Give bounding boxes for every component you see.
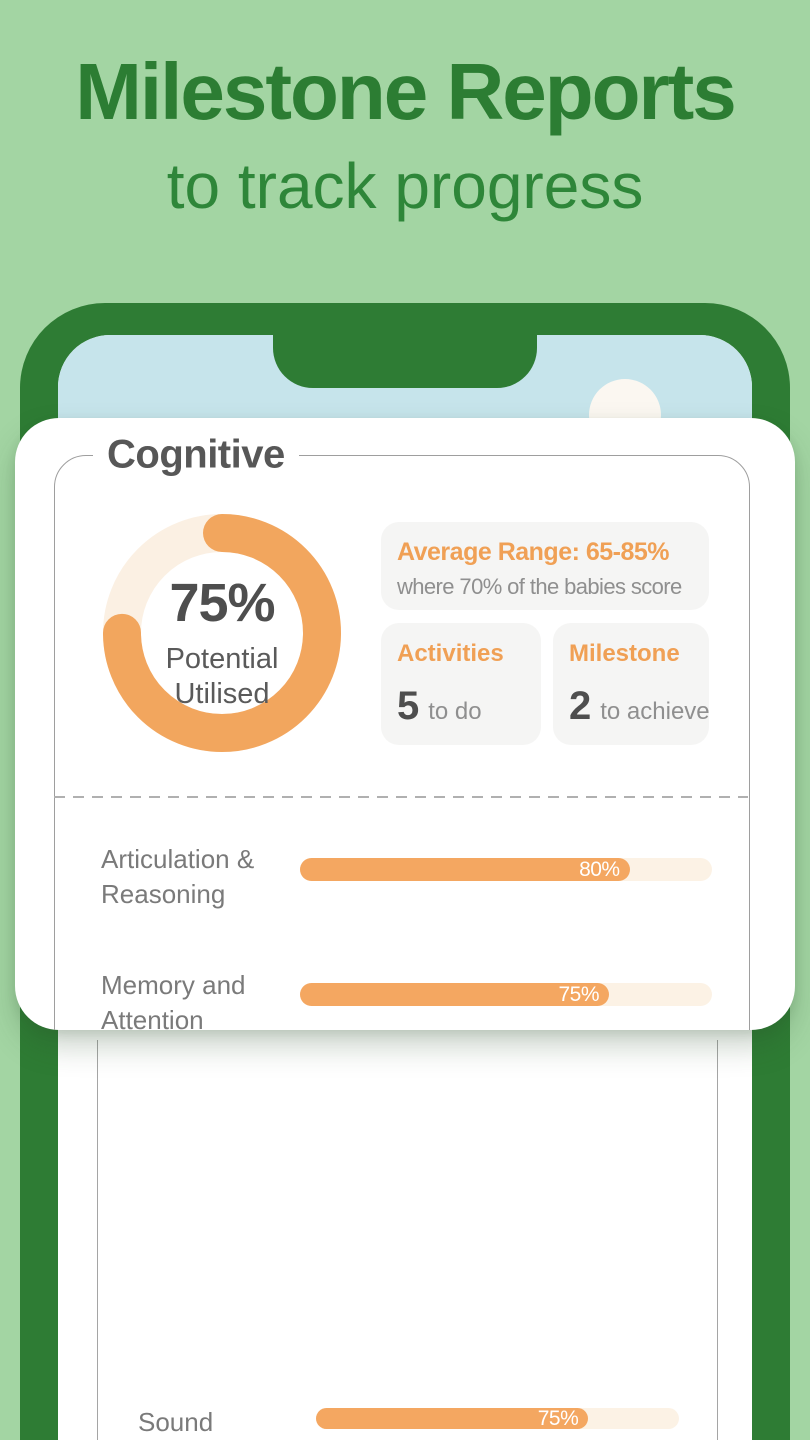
activities-card: Activities 5 to do xyxy=(381,623,541,745)
donut-caption: Potential Utilised xyxy=(165,643,279,710)
milestone-suffix: to achieve xyxy=(600,698,710,725)
progress-bar-fill: 75% xyxy=(316,1406,589,1430)
activities-suffix: to do xyxy=(428,698,482,725)
page-title: Milestone Reports xyxy=(75,47,736,136)
progress-bar-track: 75% xyxy=(300,983,712,1006)
progress-bar-value: 80% xyxy=(579,857,620,881)
phone-notch xyxy=(273,303,537,388)
section-border xyxy=(54,455,750,1030)
progress-bar-track: 75% xyxy=(316,1406,679,1430)
average-range-card: Average Range: 65-85% where 70% of the b… xyxy=(381,522,709,610)
skill-label: Articulation & Reasoning xyxy=(101,844,255,909)
skill-label: Sound xyxy=(138,1407,214,1437)
donut-value: 75% xyxy=(169,573,275,633)
skill-label: Memory and Attention xyxy=(101,970,246,1030)
dashed-divider xyxy=(54,796,748,798)
progress-bar-fill: 80% xyxy=(300,858,630,881)
average-range-title: Average Range: 65-85% xyxy=(397,538,670,566)
screen-report-panel: Sound 75% Gesture Communication 75% xyxy=(97,1040,718,1440)
report-card: Cognitive 75% Potential Utilised Average… xyxy=(15,418,795,1030)
donut-progress-arc xyxy=(103,514,341,752)
milestone-count: 2 xyxy=(569,684,592,728)
progress-bar-value: 75% xyxy=(537,1406,579,1430)
donut-svg xyxy=(103,514,341,752)
milestone-label: Milestone xyxy=(569,640,680,667)
progress-bar-fill: 75% xyxy=(300,983,609,1006)
progress-bar-value: 75% xyxy=(558,982,599,1006)
average-range-subtitle: where 70% of the babies score xyxy=(397,574,682,599)
activities-label: Activities xyxy=(397,640,504,667)
donut-center-text: 75% Potential Utilised xyxy=(103,514,341,752)
page-subtitle: to track progress xyxy=(166,150,644,222)
progress-bar-track: 80% xyxy=(300,858,712,881)
milestone-card: Milestone 2 to achieve xyxy=(553,623,710,745)
donut-chart: 75% Potential Utilised xyxy=(103,514,341,752)
activities-count: 5 xyxy=(397,684,420,728)
section-title: Cognitive xyxy=(93,432,299,478)
